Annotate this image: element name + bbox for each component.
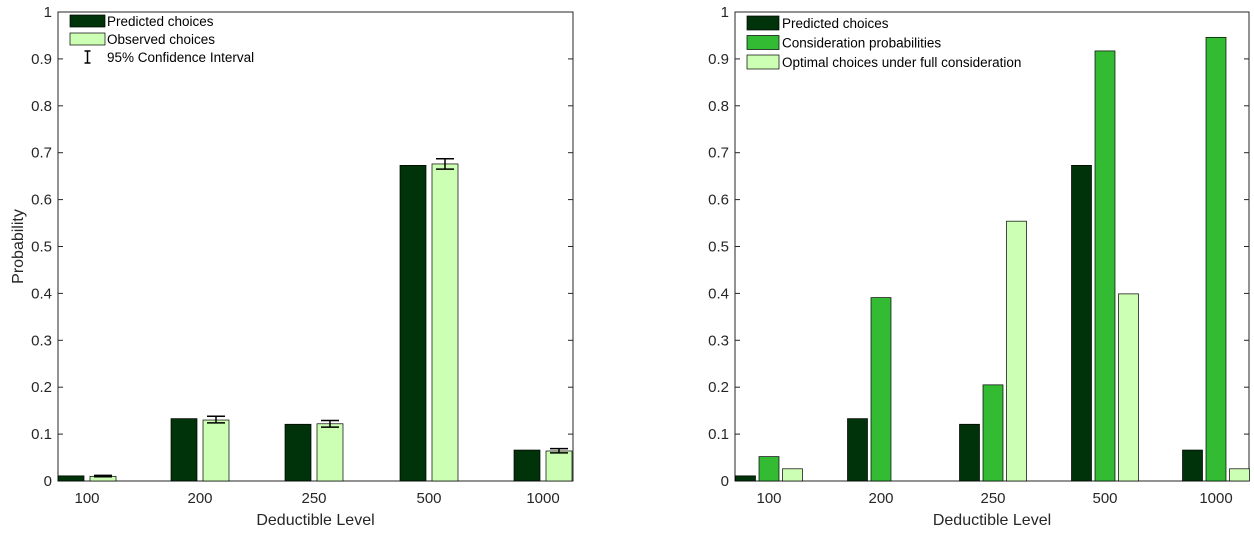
y-tick-label: 0.5 <box>31 239 52 256</box>
error-bar <box>321 419 339 428</box>
y-tick-label: 0.7 <box>708 145 729 162</box>
bar-observed-choices <box>202 419 230 482</box>
y-tick-label: 0.4 <box>31 285 52 302</box>
legend: Predicted choices Consideration probabili… <box>746 15 1021 70</box>
bar-predicted-choices <box>735 475 756 482</box>
x-axis-label: Deductible Level <box>933 512 1051 529</box>
plot-area-frame <box>57 11 574 482</box>
bar-observed-choices <box>316 423 344 482</box>
legend-swatch <box>746 35 780 50</box>
y-tick-label: 1 <box>44 4 52 21</box>
x-tick-label: 500 <box>416 490 441 507</box>
legend-label: Predicted choices <box>782 16 889 31</box>
legend-swatch <box>746 15 780 31</box>
y-tick-label: 0.8 <box>31 98 52 115</box>
x-tick-label: 100 <box>74 490 99 507</box>
bar-predicted-choices <box>399 165 427 482</box>
y-tick-label: 0.6 <box>31 192 52 209</box>
y-tick-label: 0.8 <box>708 98 729 115</box>
bar-consideration-probabilities <box>870 297 892 482</box>
legend-label: Observed choices <box>107 32 215 47</box>
bar-optimal-choices-under-full-consideration <box>782 468 803 482</box>
y-axis-label: Probability <box>10 209 27 284</box>
bar-predicted-choices <box>57 475 85 482</box>
legend-swatch <box>746 54 780 70</box>
chart-panel-2: 0 0.1 0.2 0.3 0.4 0.5 0.6 0.7 0.8 0.9 1 100 200 250 50… <box>708 4 1250 529</box>
bar-predicted-choices <box>513 449 541 482</box>
x-axis-label: Deductible Level <box>256 512 374 529</box>
x-tick-label: 250 <box>980 490 1005 507</box>
y-tick-label: 0.2 <box>31 379 52 396</box>
bar-optimal-choices-under-full-consideration <box>1229 468 1250 482</box>
legend-label: Optimal choices under full consideration <box>782 55 1021 70</box>
legend-swatch <box>69 14 106 28</box>
bar-optimal-choices-under-full-consideration <box>1006 220 1027 482</box>
error-bar <box>550 447 568 454</box>
error-bar <box>436 158 454 170</box>
error-bar <box>94 474 112 478</box>
bar-predicted-choices <box>847 418 868 482</box>
legend-label: Consideration probabilities <box>782 36 941 51</box>
x-tick-label: 100 <box>756 490 781 507</box>
legend-label: Predicted choices <box>107 14 214 29</box>
x-tick-label: 500 <box>1092 490 1117 507</box>
bar-consideration-probabilities <box>758 456 780 482</box>
chart-panel-1: 0 0.1 0.2 0.3 0.4 0.5 0.6 0.7 0.8 0.9 1 100 200 250 50… <box>10 4 574 529</box>
y-tick-label: 0.5 <box>708 239 729 256</box>
bar-predicted-choices <box>170 418 198 482</box>
legend-error-bar-symbol <box>84 50 91 64</box>
y-tick-label: 0.9 <box>708 51 729 68</box>
legend-swatch <box>69 32 106 46</box>
bar-observed-choices <box>545 450 573 482</box>
y-tick-label: 0.6 <box>708 192 729 209</box>
bar-predicted-choices <box>284 423 312 482</box>
legend: Predicted choices Observed choices 95% Con… <box>69 14 254 65</box>
y-tick-label: 0.7 <box>31 145 52 162</box>
y-tick-label: 0.1 <box>31 426 52 443</box>
y-tick-label: 0.2 <box>708 379 729 396</box>
x-tick-label: 1000 <box>526 490 559 507</box>
legend-label: 95% Confidence Interval <box>107 50 254 65</box>
y-tick-label: 0.3 <box>31 332 52 349</box>
y-tick-label: 0 <box>721 473 729 490</box>
bar-consideration-probabilities <box>1205 36 1227 482</box>
bar-consideration-probabilities <box>982 384 1004 482</box>
x-tick-label: 200 <box>187 490 212 507</box>
x-tick-label: 1000 <box>1199 490 1232 507</box>
bar-observed-choices <box>431 163 459 482</box>
bar-predicted-choices <box>959 423 980 482</box>
bar-predicted-choices <box>1071 165 1092 482</box>
y-tick-label: 1 <box>721 4 729 21</box>
y-tick-label: 0.1 <box>708 426 729 443</box>
x-tick-label: 200 <box>868 490 893 507</box>
y-tick-label: 0.9 <box>31 51 52 68</box>
y-tick-label: 0 <box>44 473 52 490</box>
error-bar <box>207 415 225 424</box>
bar-predicted-choices <box>1182 449 1203 482</box>
y-tick-label: 0.4 <box>708 285 729 302</box>
bar-consideration-probabilities <box>1094 50 1116 482</box>
y-tick-label: 0.3 <box>708 332 729 349</box>
bar-optimal-choices-under-full-consideration <box>1118 293 1139 482</box>
x-tick-label: 250 <box>301 490 326 507</box>
